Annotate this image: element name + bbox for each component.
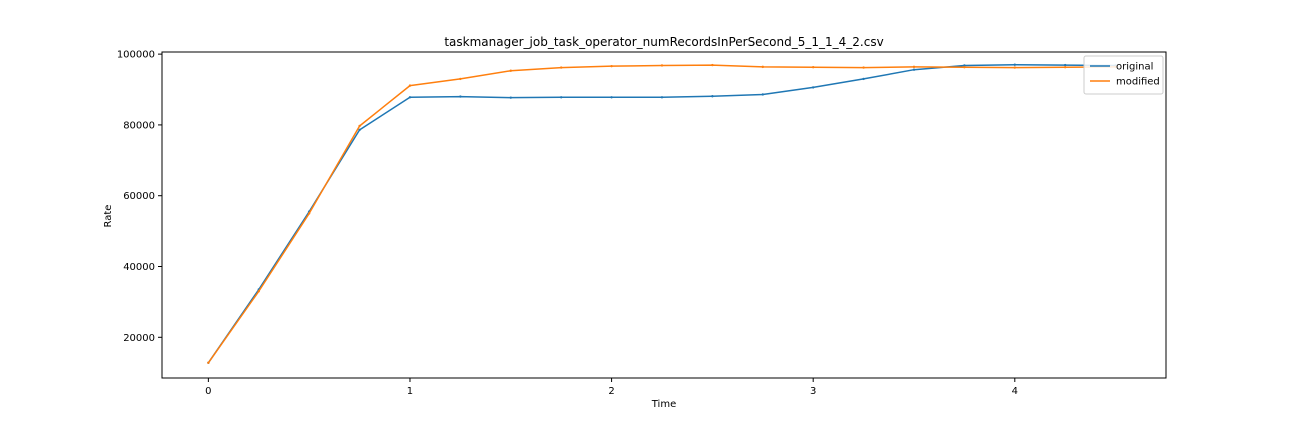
data-point-original [761, 93, 764, 96]
plot-frame [161, 51, 1167, 379]
data-point-modified [761, 65, 764, 69]
data-point-original [559, 96, 563, 99]
data-point-modified [811, 66, 815, 69]
data-point-original [358, 128, 361, 132]
data-point-modified [559, 66, 563, 69]
x-tick-label: 1 [407, 386, 413, 397]
data-point-original [912, 68, 916, 71]
data-point-original [1013, 63, 1016, 66]
axes: 0 1 2 3 4 20000 40000 60000 80000 100000 [117, 50, 1018, 397]
data-point-modified [358, 124, 361, 128]
data-point-original [660, 96, 664, 99]
x-tick-label: 2 [608, 386, 614, 397]
data-point-modified [711, 63, 714, 67]
data-point-original [1063, 63, 1067, 67]
series-line-original [207, 63, 1116, 364]
x-tick-label: 4 [1012, 386, 1018, 397]
y-tick-label: 40000 [123, 262, 155, 273]
chart-title: taskmanager_job_task_operator_numRecords… [444, 35, 883, 49]
data-point-modified [1063, 66, 1067, 69]
y-tick-label: 100000 [117, 50, 155, 61]
data-point-original [963, 64, 966, 67]
data-point-modified [660, 64, 664, 67]
data-point-modified [912, 65, 916, 69]
data-point-modified [509, 69, 512, 72]
legend: original modified [1083, 55, 1164, 95]
y-axis-title: Rate [103, 205, 114, 228]
y-tick-label: 80000 [123, 120, 155, 131]
data-point-original [711, 95, 714, 98]
data-point-modified [963, 66, 966, 69]
data-point-modified [307, 212, 311, 215]
data-point-modified [207, 361, 210, 364]
data-point-original [408, 96, 412, 99]
y-tick-label: 20000 [123, 333, 155, 344]
plot-area [207, 63, 1117, 364]
x-tick-label: 3 [810, 386, 816, 397]
data-point-original [610, 96, 613, 99]
data-point-modified [610, 64, 613, 68]
x-tick-label: 0 [205, 386, 211, 397]
data-point-original [459, 95, 462, 98]
series-line-modified [207, 64, 1116, 364]
data-point-modified [1013, 66, 1016, 69]
data-point-original [509, 96, 512, 99]
legend-label-modified: modified [1116, 77, 1160, 88]
data-point-modified [257, 290, 260, 293]
data-point-original [862, 77, 865, 81]
data-point-modified [459, 77, 462, 81]
legend-label-original: original [1116, 62, 1153, 73]
y-tick-label: 60000 [123, 191, 155, 202]
data-point-modified [408, 84, 412, 87]
data-point-modified [862, 66, 865, 69]
x-axis-title: Time [651, 399, 676, 410]
data-point-original [811, 86, 815, 89]
